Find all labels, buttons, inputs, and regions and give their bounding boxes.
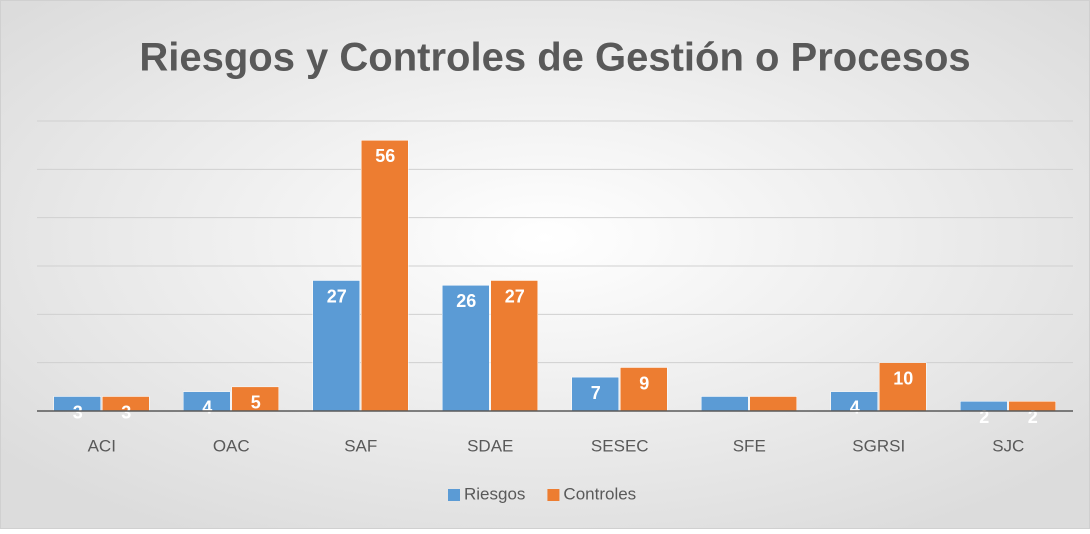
bar bbox=[490, 280, 538, 412]
bar bbox=[571, 376, 619, 412]
data-label: 2 bbox=[1028, 407, 1038, 427]
x-tick-label: SJC bbox=[992, 436, 1024, 455]
chart-title: Riesgos y Controles de Gestión o Proceso… bbox=[139, 36, 970, 80]
data-label: 27 bbox=[505, 286, 525, 306]
data-label: 10 bbox=[893, 368, 913, 388]
x-tick-label: SFE bbox=[733, 436, 766, 455]
data-label: 2 bbox=[979, 407, 989, 427]
legend-swatch bbox=[448, 489, 460, 501]
legend-swatch bbox=[547, 489, 560, 501]
data-label: 4 bbox=[850, 397, 860, 417]
x-tick-label: SAF bbox=[344, 436, 377, 455]
data-label: 27 bbox=[327, 286, 347, 306]
bar bbox=[701, 396, 749, 412]
data-label: 26 bbox=[456, 291, 476, 311]
x-tick-label: SGRSI bbox=[852, 436, 905, 455]
data-label: 3 bbox=[73, 402, 83, 422]
x-tick-label: OAC bbox=[213, 436, 250, 455]
x-tick-label: ACI bbox=[88, 436, 116, 455]
data-label: 3 bbox=[121, 402, 131, 422]
bar bbox=[879, 362, 927, 412]
legend-label: Controles bbox=[563, 484, 636, 503]
data-label: 4 bbox=[202, 397, 212, 417]
x-tick-label: SDAE bbox=[467, 436, 513, 455]
bar bbox=[749, 396, 797, 412]
x-tick-label: SESEC bbox=[591, 436, 649, 455]
bar bbox=[361, 140, 409, 412]
data-label: 56 bbox=[375, 146, 395, 166]
data-label: 9 bbox=[639, 373, 649, 393]
legend-label: Riesgos bbox=[464, 484, 525, 503]
data-label: 5 bbox=[251, 393, 261, 413]
bar bbox=[620, 367, 668, 412]
data-label: 7 bbox=[591, 383, 601, 403]
